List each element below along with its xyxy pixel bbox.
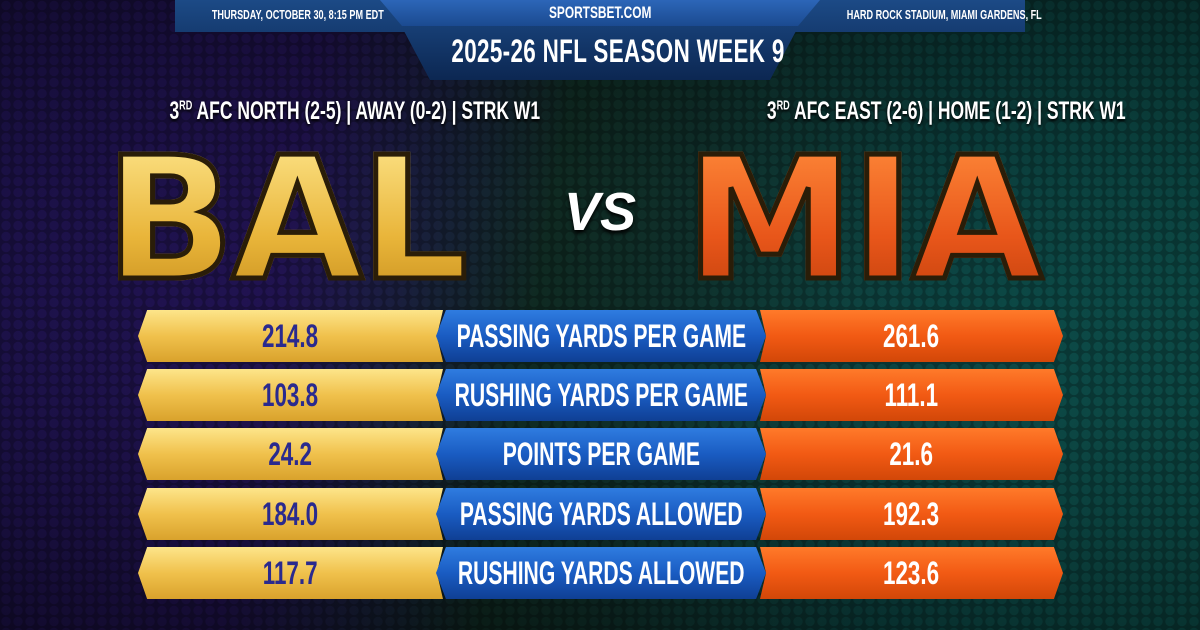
stat-label: PASSING YARDS PER GAME — [436, 310, 766, 362]
home-stat-text: 261.6 — [883, 318, 940, 354]
home-stat-value: 21.6 — [760, 428, 1063, 480]
stat-label-text: RUSHING YARDS PER GAME — [454, 377, 748, 413]
home-record: 3RD AFC EAST (2-6) | HOME (1-2) | STRK W… — [690, 97, 1126, 126]
stat-label-text: RUSHING YARDS ALLOWED — [457, 555, 745, 591]
stat-row: 24.2 POINTS PER GAME 21.6 — [138, 428, 1063, 480]
away-team-abbr: BAL — [102, 121, 470, 319]
home-stat-value: 123.6 — [760, 547, 1063, 599]
site-link-text: SPORTSBET.COM — [548, 3, 652, 22]
away-stat-value: 103.8 — [138, 369, 443, 421]
home-record-text: AFC EAST (2-6) | HOME (1-2) | STRK W1 — [793, 97, 1126, 125]
home-stat-text: 192.3 — [883, 496, 940, 532]
away-stat-value: 184.0 — [138, 488, 443, 540]
stat-label-text: PASSING YARDS ALLOWED — [459, 496, 743, 532]
stat-row: 214.8 PASSING YARDS PER GAME 261.6 — [138, 310, 1063, 362]
stat-label: RUSHING YARDS ALLOWED — [436, 547, 766, 599]
home-stat-text: 123.6 — [883, 555, 940, 591]
vs-label: VS — [563, 182, 637, 242]
stat-row: 184.0 PASSING YARDS ALLOWED 192.3 — [138, 488, 1063, 540]
away-rank-suffix: RD — [179, 97, 193, 113]
away-stat-text: 214.8 — [262, 318, 319, 354]
away-stat-text: 24.2 — [268, 436, 313, 472]
away-stat-text: 117.7 — [263, 555, 318, 591]
stat-label: POINTS PER GAME — [436, 428, 766, 480]
away-stat-value: 24.2 — [138, 428, 443, 480]
stat-label: PASSING YARDS ALLOWED — [436, 488, 766, 540]
game-date: THURSDAY, OCTOBER 30, 8:15 PM EDT — [175, 7, 390, 22]
home-stat-value: 192.3 — [760, 488, 1063, 540]
header-tab — [380, 0, 820, 26]
home-team-abbr: MIA — [683, 121, 1046, 319]
venue: HARD ROCK STADIUM, MIAMI GARDENS, FL — [805, 7, 1042, 22]
game-date-text: THURSDAY, OCTOBER 30, 8:15 PM EDT — [211, 7, 384, 22]
stat-row: 117.7 RUSHING YARDS ALLOWED 123.6 — [138, 547, 1063, 599]
away-stat-text: 103.8 — [262, 377, 319, 413]
away-rank: 3 — [169, 97, 180, 125]
away-stat-value: 214.8 — [138, 310, 443, 362]
home-rank-suffix: RD — [776, 97, 790, 113]
away-stat-text: 184.0 — [262, 496, 319, 532]
site-link[interactable]: SPORTSBET.COM — [470, 3, 730, 23]
stat-label-text: POINTS PER GAME — [502, 436, 700, 472]
stat-label: RUSHING YARDS PER GAME — [436, 369, 766, 421]
home-rank: 3 — [766, 97, 777, 125]
home-stat-text: 111.1 — [884, 377, 939, 413]
away-record-text: AFC NORTH (2-5) | AWAY (0-2) | STRK W1 — [196, 97, 541, 125]
stat-label-text: PASSING YARDS PER GAME — [456, 318, 746, 354]
stat-row: 103.8 RUSHING YARDS PER GAME 111.1 — [138, 369, 1063, 421]
home-stat-text: 21.6 — [889, 436, 934, 472]
venue-text: HARD ROCK STADIUM, MIAMI GARDENS, FL — [846, 7, 1042, 22]
page-title: 2025-26 NFL SEASON WEEK 9 — [380, 33, 820, 69]
home-stat-value: 261.6 — [760, 310, 1063, 362]
page-title-text: 2025-26 NFL SEASON WEEK 9 — [451, 33, 785, 69]
away-record: 3RD AFC NORTH (2-5) | AWAY (0-2) | STRK … — [90, 97, 540, 126]
home-stat-value: 111.1 — [760, 369, 1063, 421]
away-stat-value: 117.7 — [138, 547, 443, 599]
